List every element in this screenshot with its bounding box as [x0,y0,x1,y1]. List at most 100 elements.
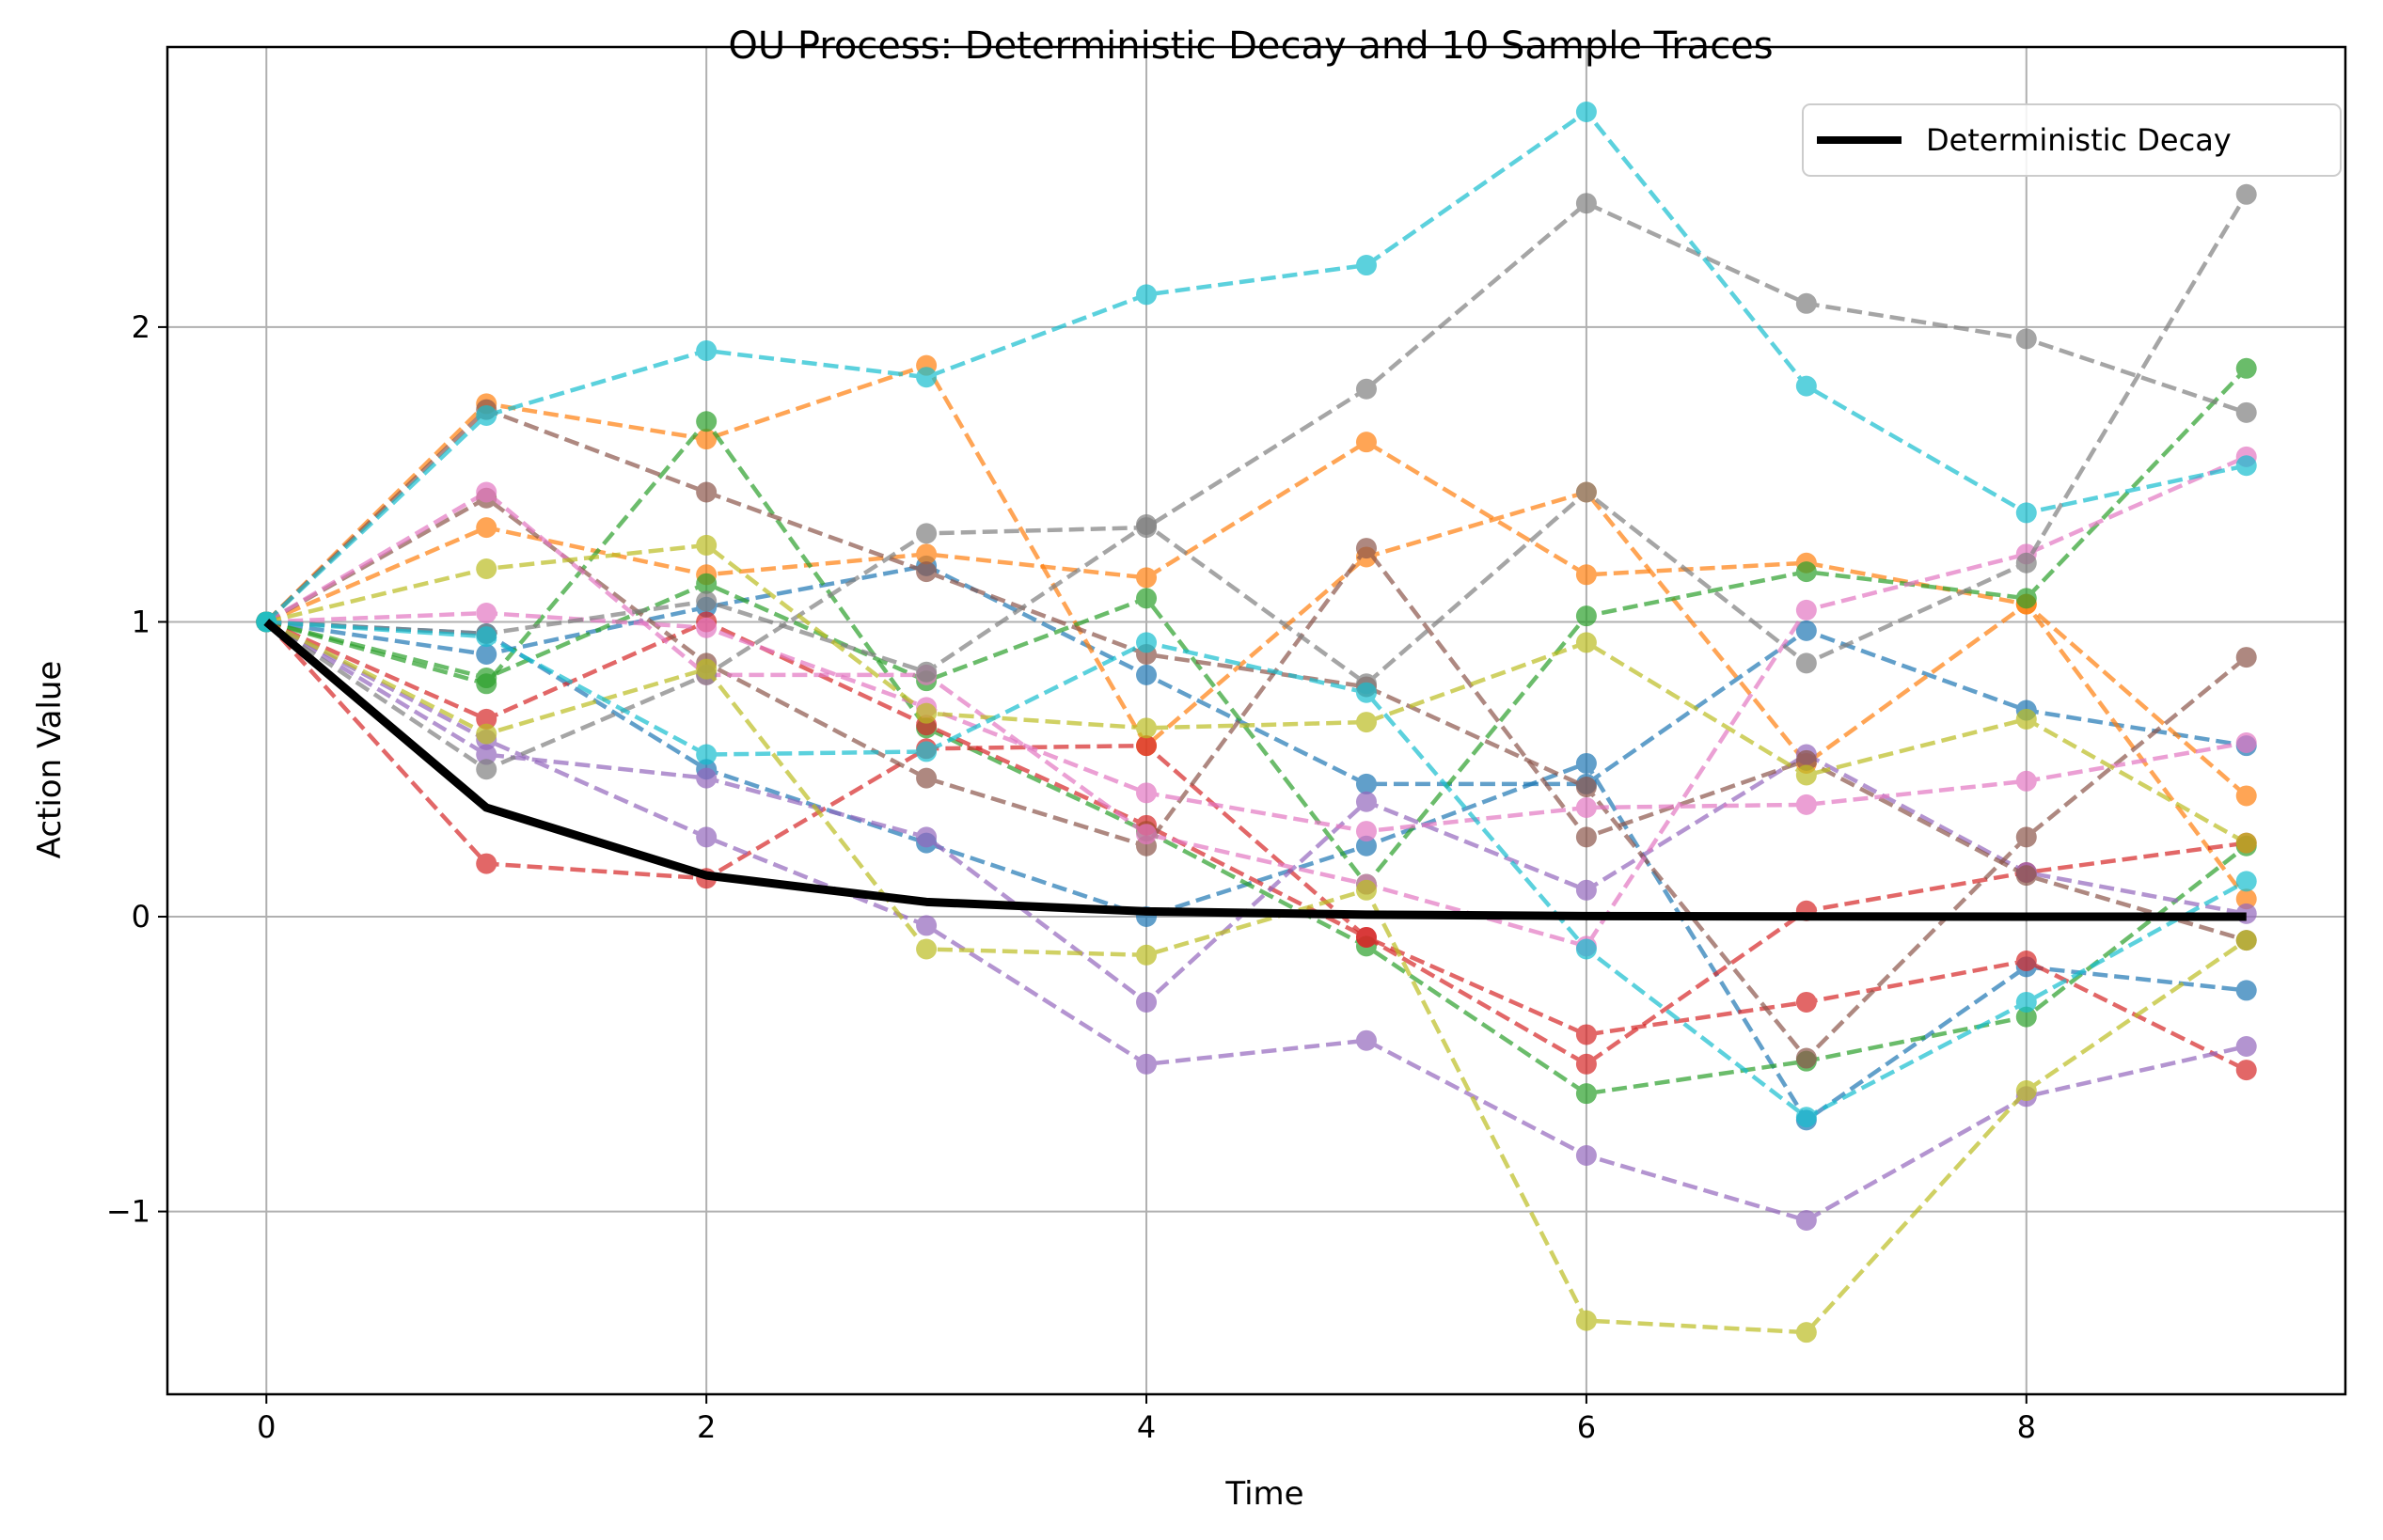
trace-point [2235,357,2257,379]
trace-point [916,767,938,789]
trace-point [476,404,497,426]
trace-point [2235,832,2257,854]
trace-point [2015,1080,2037,1102]
trace-point [1575,752,1597,774]
trace-point [1795,620,1817,641]
trace-point [916,915,938,936]
trace-point [696,411,718,432]
deterministic-decay-line [263,619,2247,921]
trace-point [2235,183,2257,205]
trace-point [2015,951,2037,972]
trace-line [266,620,2248,1120]
trace-point [1136,567,1158,589]
x-tick-label: 2 [697,1409,716,1445]
trace-point [1575,1024,1597,1045]
x-tick-label: 4 [1137,1409,1156,1445]
trace-point [1355,773,1377,794]
trace-point [1575,481,1597,503]
trace-point [2235,785,2257,807]
trace-point [1136,632,1158,653]
deterministic-line [263,619,2247,921]
trace-line [265,417,2249,1096]
trace-point [1355,682,1377,703]
trace-point [2015,708,2037,730]
x-tick-label: 8 [2017,1409,2036,1445]
trace-point [1575,101,1597,122]
trace-point [1355,835,1377,856]
trace-point [916,543,938,565]
legend: Deterministic Decay [1802,103,2342,177]
trace-point [1136,991,1158,1013]
trace-point [916,561,938,583]
trace-point [696,590,718,612]
trace-line [265,542,2248,845]
trace-line [265,620,2248,1335]
trace-line [265,619,2248,1067]
trace-point [696,826,718,848]
trace-point [2235,401,2257,423]
trace-point [1575,605,1597,627]
trace-point [1575,193,1597,214]
trace-point [1795,561,1817,583]
trace-line [264,407,2249,1061]
trace-point [1136,735,1158,757]
trace-point [696,744,718,765]
trace-point [916,938,938,960]
chart-title: OU Process: Deterministic Decay and 10 S… [728,24,1773,68]
trace-point [1136,588,1158,609]
trace-point [2235,980,2257,1001]
axis-ticks: 0 2 4 6 8 −1 0 1 2 [106,309,2036,1445]
trace-point [1575,1053,1597,1075]
trace-point [2015,991,2037,1013]
sample-trace [256,101,2257,633]
trace-point [2235,1060,2257,1081]
trace-point [1136,513,1158,535]
trace-line [265,367,2249,888]
trace-point [2235,930,2257,951]
trace-point [1795,764,1817,786]
trace-point [1795,1322,1817,1344]
trace-line [265,454,2248,949]
y-tick-label: −1 [106,1194,150,1230]
trace-point [696,617,718,638]
trace-point [1795,1209,1817,1231]
trace-point [2015,328,2037,350]
trace-point [696,573,718,594]
trace-point [696,658,718,680]
trace-point [1355,1029,1377,1051]
trace-point [1795,1047,1817,1069]
trace-point [1136,782,1158,804]
trace-point [2235,1035,2257,1057]
trace-point [1355,432,1377,453]
trace-point [2015,588,2037,609]
trace-point [476,481,497,503]
trace-point [1136,664,1158,685]
trace-line [266,610,2248,834]
trace-point [1575,938,1597,960]
trace-line [266,620,2247,1124]
x-tick-label: 0 [257,1409,276,1445]
trace-point [916,702,938,724]
trace-point [1575,777,1597,798]
trace-point [1795,292,1817,314]
trace-line [265,495,2248,943]
trace-point [476,723,497,745]
trace-point [696,534,718,556]
trace-point [1136,284,1158,306]
trace-point [696,429,718,450]
y-axis-label: Action Value [31,661,69,859]
trace-point [1575,632,1597,653]
trace-point [1575,797,1597,819]
trace-point [476,558,497,580]
trace-line [264,362,2249,901]
trace-point [696,481,718,503]
trace-point [1136,717,1158,739]
trace-point [696,339,718,361]
y-tick-label: 1 [132,604,150,639]
trace-point [1355,255,1377,276]
y-tick-label: 2 [132,309,150,345]
trace-line [265,200,2248,772]
trace-point [1355,538,1377,559]
